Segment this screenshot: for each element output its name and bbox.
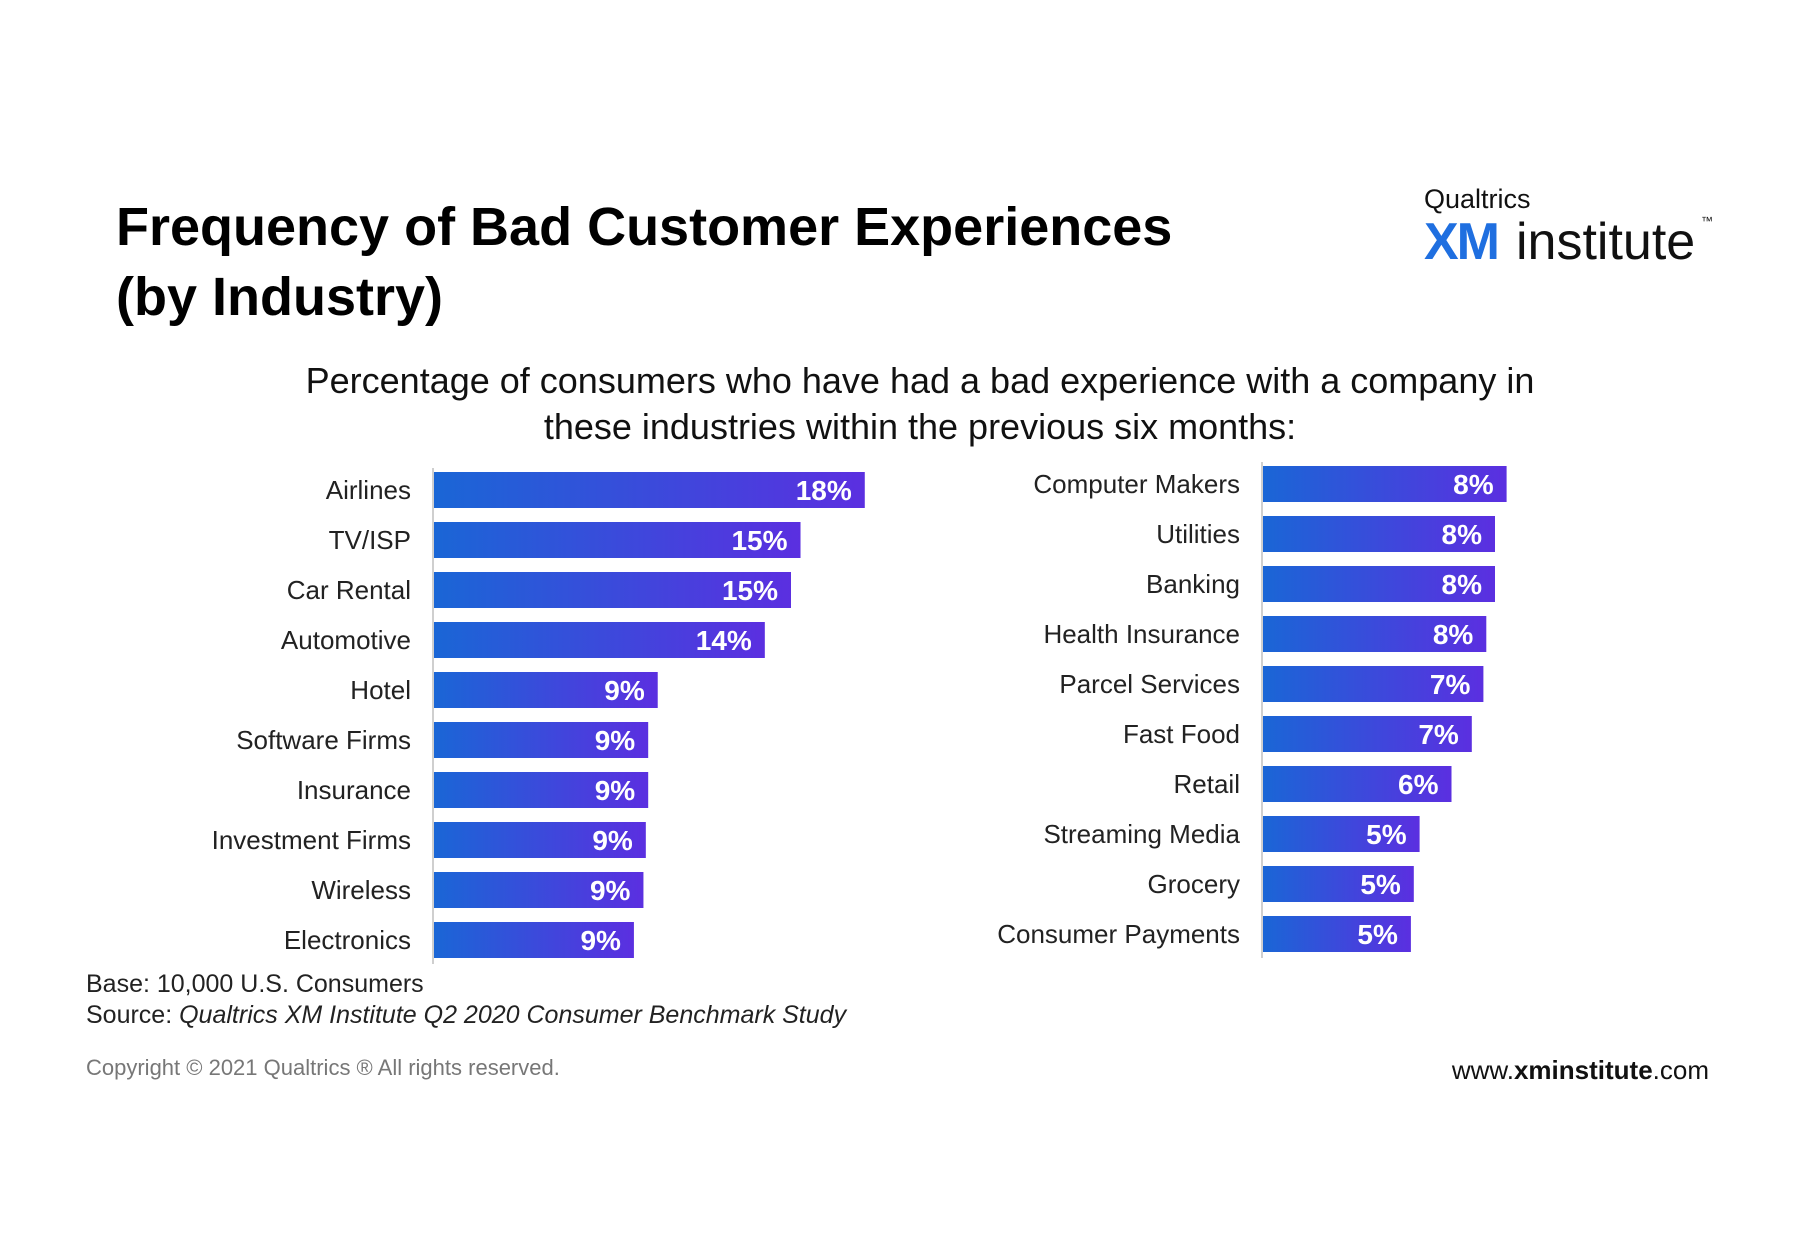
bar-value-label: 7% xyxy=(1430,669,1471,700)
chart-title-line-2: (by Industry) xyxy=(116,267,444,327)
bar-value-label: 8% xyxy=(1442,569,1483,600)
bar-value-label: 6% xyxy=(1398,769,1439,800)
logo-xm-text: XM xyxy=(1424,213,1500,271)
bar-value-label: 8% xyxy=(1433,619,1474,650)
bar-value-label: 15% xyxy=(731,525,787,556)
website-link[interactable]: www.xminstitute.com xyxy=(1452,1055,1709,1086)
category-label: Computer Makers xyxy=(1033,469,1240,499)
bar-value-label: 18% xyxy=(796,475,852,506)
bar xyxy=(434,872,644,908)
bar xyxy=(1263,916,1411,952)
footnote-base: Base: 10,000 U.S. Consumers xyxy=(86,970,424,998)
category-label: TV/ISP xyxy=(329,525,411,555)
category-label: Health Insurance xyxy=(1043,619,1240,649)
url-domain: xminstitute xyxy=(1513,1055,1653,1085)
bar xyxy=(434,922,634,958)
category-label: Banking xyxy=(1146,569,1240,599)
footnote-source: Source: Qualtrics XM Institute Q2 2020 C… xyxy=(86,1001,846,1030)
category-label: Insurance xyxy=(297,775,411,805)
bar xyxy=(434,772,649,808)
bar-value-label: 14% xyxy=(696,625,752,656)
category-label: Investment Firms xyxy=(212,825,411,855)
bar-value-label: 9% xyxy=(592,825,633,856)
bar xyxy=(1263,566,1495,602)
category-label: Fast Food xyxy=(1123,719,1240,749)
category-label: Wireless xyxy=(311,875,411,905)
bar xyxy=(1263,516,1495,552)
chart-subtitle: Percentage of consumers who have had a b… xyxy=(305,360,1535,447)
bar-value-label: 8% xyxy=(1442,519,1483,550)
category-label: Grocery xyxy=(1148,869,1240,899)
copyright-text: Copyright © 2021 Qualtrics ® All rights … xyxy=(86,1055,560,1080)
logo-institute-text: institute xyxy=(1516,213,1696,271)
bar-value-label: 9% xyxy=(595,725,636,756)
bar xyxy=(1263,466,1507,502)
bar xyxy=(1263,766,1452,802)
category-label: Airlines xyxy=(326,475,411,505)
category-label: Parcel Services xyxy=(1059,669,1240,699)
xm-institute-logo: Qualtrics XM institute ™ xyxy=(1424,184,1724,274)
bar xyxy=(434,822,646,858)
bar-value-label: 15% xyxy=(722,575,778,606)
bar-value-label: 9% xyxy=(604,675,645,706)
bar xyxy=(434,722,649,758)
bar-value-label: 5% xyxy=(1360,869,1401,900)
chart-title-line-1: Frequency of Bad Customer Experiences xyxy=(116,197,1173,257)
footnote-source-prefix: Source: xyxy=(86,1001,180,1029)
category-label: Automotive xyxy=(281,625,411,655)
bar xyxy=(434,672,658,708)
chart-title: Frequency of Bad Customer Experiences (b… xyxy=(116,192,1266,332)
category-label: Utilities xyxy=(1156,519,1240,549)
bar xyxy=(1263,716,1472,752)
bar-value-label: 5% xyxy=(1357,919,1398,950)
bar xyxy=(434,572,791,608)
category-label: Retail xyxy=(1174,769,1240,799)
bar xyxy=(434,472,865,508)
bar xyxy=(434,522,801,558)
bar xyxy=(1263,816,1420,852)
bar xyxy=(1263,616,1487,652)
bar-value-label: 7% xyxy=(1418,719,1459,750)
bar-value-label: 5% xyxy=(1366,819,1407,850)
bar-value-label: 9% xyxy=(595,775,636,806)
category-label: Consumer Payments xyxy=(997,919,1240,949)
bar-value-label: 9% xyxy=(590,875,631,906)
category-label: Streaming Media xyxy=(1043,819,1240,849)
bar-value-label: 8% xyxy=(1453,469,1494,500)
category-label: Car Rental xyxy=(287,575,411,605)
bar xyxy=(434,622,765,658)
category-label: Software Firms xyxy=(236,725,411,755)
category-label: Electronics xyxy=(284,925,411,955)
url-prefix: www. xyxy=(1451,1055,1514,1085)
logo-qualtrics-text: Qualtrics xyxy=(1424,184,1531,214)
footnote-source-title: Qualtrics XM Institute Q2 2020 Consumer … xyxy=(179,1001,847,1029)
category-label: Hotel xyxy=(350,675,411,705)
url-suffix: .com xyxy=(1652,1055,1709,1085)
bar xyxy=(1263,666,1484,702)
logo-trademark: ™ xyxy=(1701,214,1713,228)
bar xyxy=(1263,866,1414,902)
bar-value-label: 9% xyxy=(580,925,621,956)
